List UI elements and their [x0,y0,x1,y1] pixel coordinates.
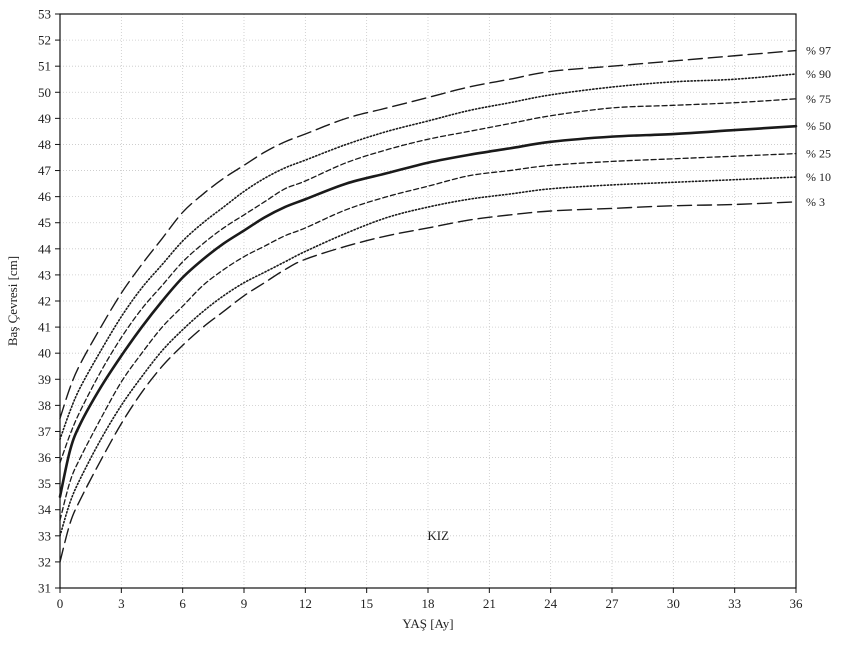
y-tick-label: 42 [38,294,51,309]
chart-annotation: KIZ [427,528,449,543]
x-axis-label: YAŞ [Ay] [402,616,453,631]
y-tick-label: 38 [38,398,51,413]
y-tick-label: 52 [38,33,51,48]
y-tick-label: 47 [38,163,52,178]
series-line-75 [59,98,797,464]
y-tick-label: 31 [38,581,51,596]
y-tick-label: 37 [38,424,52,439]
y-tick-label: 39 [38,372,51,387]
x-tick-label: 3 [118,596,125,611]
series-label: % 97 [806,44,831,58]
series-line-3 [59,201,797,563]
x-tick-label: 21 [483,596,496,611]
x-tick-label: 24 [544,596,558,611]
x-tick-label: 18 [422,596,435,611]
y-tick-label: 50 [38,85,51,100]
series-line-90 [59,73,797,441]
series-lines [58,49,798,563]
x-tick-label: 15 [360,596,373,611]
y-tick-label: 32 [38,554,51,569]
y-tick-label: 35 [38,476,51,491]
series-labels: % 97 % 90 % 75 % 50 % 25 % 10 % 3 [806,44,831,209]
y-tick-label: 53 [38,7,51,22]
x-tick-label: 36 [790,596,804,611]
y-tick-label: 44 [38,241,52,256]
series-label: % 75 [806,92,831,106]
series-label: % 10 [806,170,831,184]
series-label: % 90 [806,67,831,81]
y-tick-label: 43 [38,267,51,282]
x-tick-label: 9 [241,596,248,611]
x-tick-label: 33 [728,596,741,611]
x-tick-label: 0 [57,596,64,611]
x-tick-label: 27 [606,596,620,611]
y-tick-label: 33 [38,528,51,543]
x-tick-label: 12 [299,596,312,611]
y-tick-label: 45 [38,215,51,230]
y-tick-label: 51 [38,59,51,74]
y-tick-label: 46 [38,189,52,204]
series-line-10 [59,176,797,537]
y-tick-label: 34 [38,502,52,517]
y-tick-label: 41 [38,320,51,335]
y-tick-label: 48 [38,137,51,152]
series-label: % 3 [806,195,825,209]
x-tick-label: 30 [667,596,680,611]
series-label: % 50 [806,119,831,133]
axis-ticks: 0 3 6 9 12 15 18 21 24 27 30 33 36313233343536373839… [38,7,803,612]
series-line-25 [59,152,797,521]
y-tick-label: 49 [38,111,51,126]
series-line-97 [59,49,797,420]
series-line-50 [58,124,798,498]
y-axis-label: Baş Çevresi [cm] [5,256,20,346]
y-tick-label: 36 [38,450,52,465]
x-tick-label: 6 [179,596,186,611]
series-label: % 25 [806,147,831,161]
y-tick-label: 40 [38,346,51,361]
